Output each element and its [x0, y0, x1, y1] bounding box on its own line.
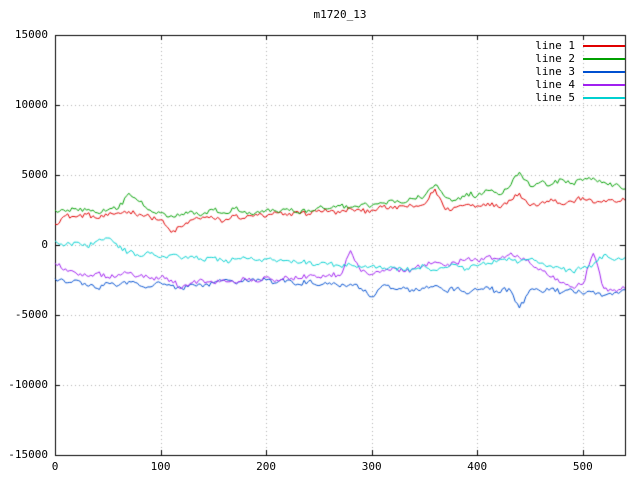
x-axis-tick-label: 100: [150, 460, 171, 473]
legend-line-sample: [583, 96, 625, 99]
x-axis-tick-label: 300: [361, 460, 382, 473]
x-axis-tick-label: 0: [51, 460, 59, 473]
legend-item: line 1: [535, 39, 625, 52]
legend-label: line 1: [535, 39, 575, 52]
legend-line-sample: [583, 44, 625, 47]
y-axis-tick-label: 0: [41, 238, 48, 251]
legend-item: line 5: [535, 91, 625, 104]
y-axis-tick-label: -5000: [14, 308, 48, 321]
legend-label: line 3: [535, 65, 575, 78]
y-axis-tick-label: -15000: [8, 448, 48, 461]
legend-line-sample: [583, 83, 625, 86]
y-axis-tick-label: 5000: [21, 168, 49, 181]
legend-label: line 2: [535, 52, 575, 65]
legend-line-sample: [583, 70, 625, 73]
legend-label: line 5: [535, 91, 575, 104]
legend-item: line 4: [535, 78, 625, 91]
legend-line-sample: [583, 57, 625, 60]
legend: line 1 line 2 line 3 line 4 line 5: [535, 39, 625, 104]
x-axis-tick-label: 200: [256, 460, 277, 473]
legend-item: line 3: [535, 65, 625, 78]
legend-label: line 4: [535, 78, 575, 91]
x-axis-tick-label: 400: [467, 460, 488, 473]
y-axis-tick-label: -10000: [8, 378, 48, 391]
x-axis-tick-label: 500: [572, 460, 593, 473]
legend-item: line 2: [535, 52, 625, 65]
y-axis-tick-label: 10000: [14, 98, 48, 111]
y-axis-tick-label: 15000: [14, 28, 48, 41]
